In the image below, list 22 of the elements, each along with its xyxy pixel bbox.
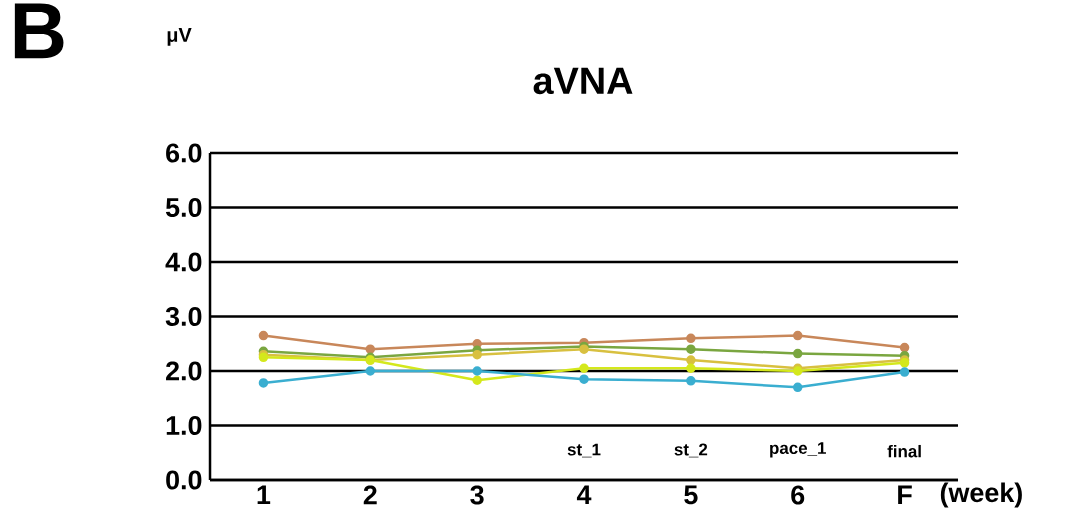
y-tick-label: 2.0 — [166, 361, 202, 381]
x-tick-label: F — [898, 485, 912, 505]
x-tick-label: 1 — [257, 485, 271, 505]
y-axis-title: μV — [167, 28, 192, 46]
y-tick-label: 4.0 — [165, 252, 202, 272]
y-tick-label: 5.0 — [165, 197, 202, 218]
x-tick-label: 6 — [791, 485, 805, 505]
x-tick-label: 5 — [684, 485, 698, 505]
y-tick-label: 3.0 — [165, 306, 202, 327]
annotation: st_2 — [674, 443, 708, 458]
x-tick-label: 3 — [470, 485, 484, 505]
x-axis-title: (week) — [940, 482, 1022, 508]
text: B — [14, 3, 64, 59]
annotation: final — [887, 444, 921, 458]
x-tick-label: 4 — [576, 485, 592, 505]
y-tick-label: 6.0 — [166, 143, 202, 163]
chart-title: aVNA — [533, 67, 633, 95]
y-tick-label: 0.0 — [166, 470, 202, 490]
annotation: pace_1 — [770, 442, 826, 458]
annotation: st_1 — [567, 443, 601, 458]
x-tick-label: 2 — [363, 485, 377, 505]
y-tick-label: 1.0 — [166, 415, 202, 436]
